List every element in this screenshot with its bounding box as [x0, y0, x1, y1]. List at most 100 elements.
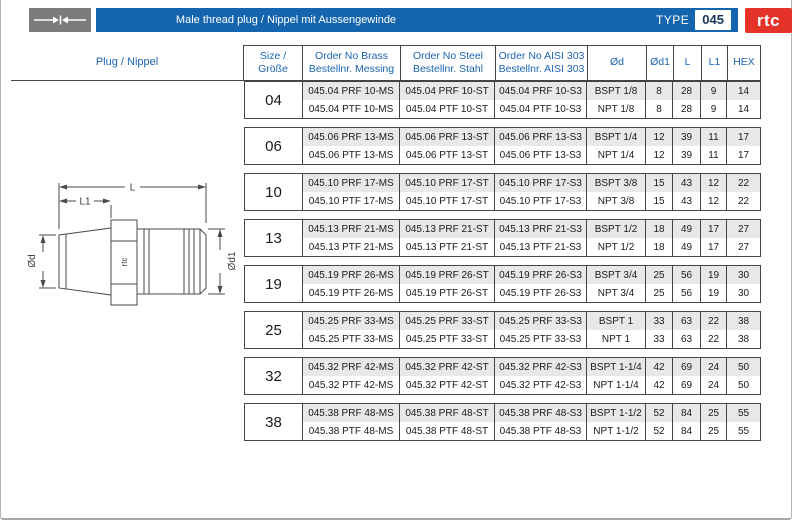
size-cell: 38 [245, 404, 303, 440]
cell-hex: 27 [737, 223, 750, 235]
table-row: 045.38 PTF 48-MS 045.38 PTF 48-ST 045.38 P… [303, 422, 760, 440]
cell-hex: 14 [737, 103, 750, 115]
column-header-subtext: Bestellnr. Stahl [412, 63, 484, 75]
cell-od: BSPT 1-1/4 [587, 358, 646, 376]
header-title-bar: Male thread plug / Nippel mit Aussengewi… [96, 8, 738, 32]
cell-brass: 045.10 PRF 17-MS [303, 174, 400, 192]
size-cell: 19 [245, 266, 303, 302]
cell-l1: 11 [701, 128, 727, 146]
cell-od: BSPT 3/8 [587, 174, 646, 192]
cell-l: 56 [673, 284, 701, 302]
table-row: 045.04 PRF 10-MS 045.04 PRF 10-ST 045.04 P… [303, 82, 760, 100]
cell-l1: 17 [701, 220, 727, 238]
size-cell: 06 [245, 128, 303, 164]
cell-brass: 045.06 PRF 13-MS [303, 128, 400, 146]
cell-hex: 27 [737, 241, 750, 253]
table-row: 045.19 PRF 26-MS 045.19 PRF 26-ST 045.19 P… [303, 266, 760, 284]
cell-aisi: 045.13 PTF 21-S3 [495, 238, 587, 256]
cell-od: NPT 3/4 [587, 284, 646, 302]
cell-l: 56 [673, 266, 701, 284]
cell-brass: 045.04 PRF 10-MS [303, 82, 400, 100]
dim-label-od1: Ød1 [227, 251, 238, 270]
cell-l1: 17 [701, 238, 727, 256]
cell-brass: 045.10 PTF 17-MS [303, 192, 400, 210]
table-header-row: Plug / Nippel Size / Größe Order No Bras… [11, 45, 761, 81]
cell-brass: 045.13 PRF 21-MS [303, 220, 400, 238]
cell-l1: 12 [701, 192, 727, 210]
type-group: TYPE 045 [656, 8, 731, 32]
cell-l1: 19 [701, 284, 727, 302]
cell-l1: 25 [701, 422, 727, 440]
cell-od1: 25 [646, 284, 673, 302]
table-row: 045.38 PRF 48-MS 045.38 PRF 48-ST 045.38 P… [303, 404, 760, 422]
size-cell: 04 [245, 82, 303, 118]
cell-aisi: 045.06 PTF 13-S3 [495, 146, 587, 164]
cell-steel: 045.10 PRF 17-ST [400, 174, 495, 192]
cell-od1: 18 [646, 220, 673, 238]
cell-hex: 38 [737, 315, 750, 327]
cell-brass: 045.04 PTF 10-MS [303, 100, 400, 118]
size-group: 32 045.32 PRF 42-MS 045.32 PRF 42-ST 045.32… [244, 357, 761, 395]
cell-steel: 045.06 PRF 13-ST [400, 128, 495, 146]
cell-l1: 12 [701, 174, 727, 192]
dim-label-od: Ød [27, 254, 38, 267]
cell-brass: 045.38 PTF 48-MS [303, 422, 400, 440]
size-group: 38 045.38 PRF 48-MS 045.38 PRF 48-ST 045.38… [244, 403, 761, 441]
cell-l: 28 [673, 100, 701, 118]
table-row: 045.13 PTF 21-MS 045.13 PTF 21-ST 045.13 P… [303, 238, 760, 256]
cell-hex: 55 [737, 425, 750, 437]
table-row: 045.04 PTF 10-MS 045.04 PTF 10-ST 045.04 P… [303, 100, 760, 118]
cell-od1: 42 [646, 358, 673, 376]
size-group: 19 045.19 PRF 26-MS 045.19 PRF 26-ST 045.19… [244, 265, 761, 303]
table-row: 045.10 PRF 17-MS 045.10 PRF 17-ST 045.10 P… [303, 174, 760, 192]
cell-steel: 045.25 PRF 33-ST [400, 312, 495, 330]
table-groups: 04 045.04 PRF 10-MS 045.04 PRF 10-ST 045.04… [244, 81, 761, 441]
cell-od: BSPT 1-1/2 [587, 404, 646, 422]
cell-l1: 11 [701, 146, 727, 164]
cell-od1: 15 [646, 174, 673, 192]
cell-od: BSPT 1/8 [587, 82, 646, 100]
cell-hex: 17 [737, 149, 750, 161]
cell-brass: 045.19 PTF 26-MS [303, 284, 400, 302]
cell-aisi: 045.25 PTF 33-S3 [495, 330, 587, 348]
column-header-brass: Order No Brass Bestellnr. Messing [303, 45, 401, 80]
cell-aisi: 045.25 PRF 33-S3 [495, 312, 587, 330]
cell-od1: 12 [646, 146, 673, 164]
column-header-size: Size / Größe [244, 45, 303, 80]
page-title: Male thread plug / Nippel mit Aussengewi… [175, 14, 397, 26]
cell-steel: 045.32 PRF 42-ST [400, 358, 495, 376]
cell-hex: 38 [737, 333, 750, 345]
cell-steel: 045.13 PTF 21-ST [400, 238, 495, 256]
column-header-text: Ød [609, 56, 624, 69]
column-header-aisi303: Order No AISI 303 Bestellnr. AISI 303 [496, 45, 588, 80]
cell-od1: 33 [646, 312, 673, 330]
cell-steel: 045.32 PTF 42-ST [400, 376, 495, 394]
cell-l: 84 [673, 404, 701, 422]
cell-aisi: 045.13 PRF 21-S3 [495, 220, 587, 238]
cell-od1: 15 [646, 192, 673, 210]
size-group: 13 045.13 PRF 21-MS 045.13 PRF 21-ST 045.13… [244, 219, 761, 257]
cell-l: 69 [673, 358, 701, 376]
column-header-plug: Plug / Nippel [11, 45, 244, 80]
size-cell: 25 [245, 312, 303, 348]
cell-hex: 30 [737, 287, 750, 299]
cell-brass: 045.38 PRF 48-MS [303, 404, 400, 422]
cell-hex: 17 [737, 131, 750, 143]
table-row: 045.25 PRF 33-MS 045.25 PRF 33-ST 045.25 P… [303, 312, 760, 330]
cell-od1: 18 [646, 238, 673, 256]
column-header-text: L [684, 56, 691, 69]
cell-l1: 22 [701, 312, 727, 330]
cell-aisi: 045.10 PRF 17-S3 [495, 174, 587, 192]
cell-steel: 045.04 PTF 10-ST [400, 100, 495, 118]
cell-steel: 045.38 PRF 48-ST [400, 404, 495, 422]
size-cell: 13 [245, 220, 303, 256]
table-row: 045.32 PRF 42-MS 045.32 PRF 42-ST 045.32 P… [303, 358, 760, 376]
cell-steel: 045.10 PTF 17-ST [400, 192, 495, 210]
cell-l1: 24 [701, 376, 727, 394]
size-group: 25 045.25 PRF 33-MS 045.25 PRF 33-ST 045.25… [244, 311, 761, 349]
cell-aisi: 045.38 PRF 48-S3 [495, 404, 587, 422]
cell-steel: 045.13 PRF 21-ST [400, 220, 495, 238]
cell-hex: 22 [737, 195, 750, 207]
cell-od: NPT 1 [587, 330, 646, 348]
